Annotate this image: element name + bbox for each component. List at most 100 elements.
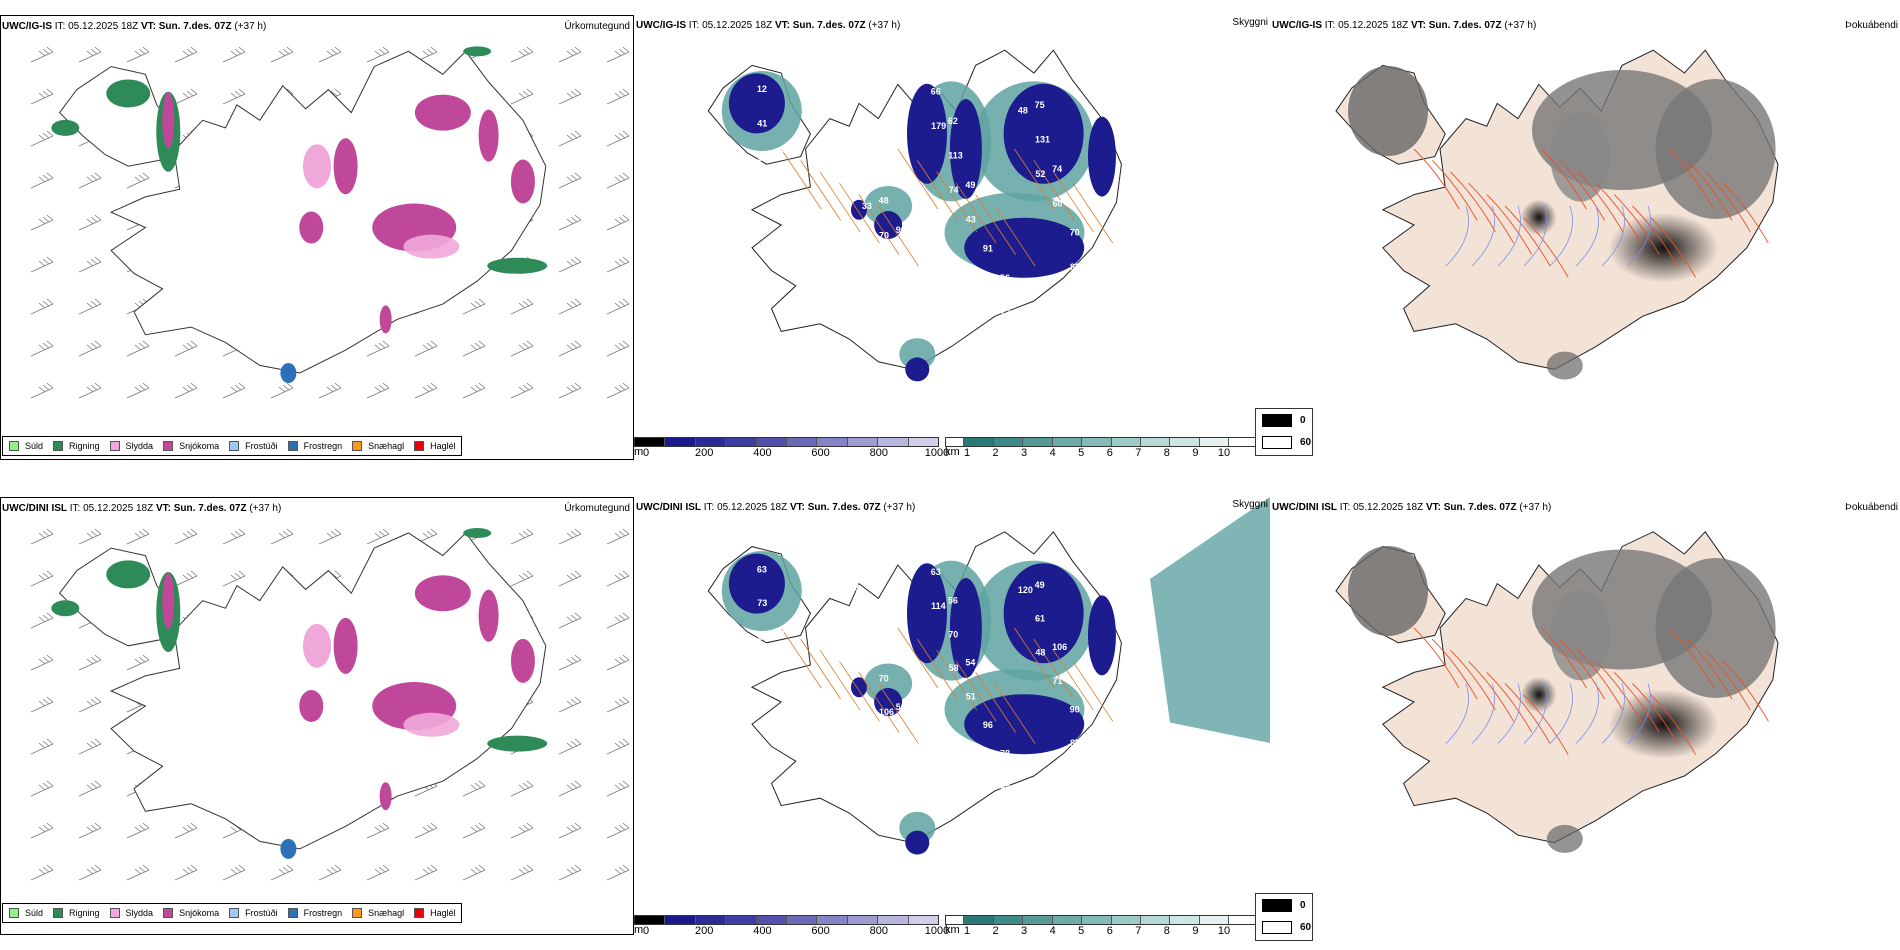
wind-barb [222,528,246,545]
visibility-value: 141 [1087,292,1102,302]
colorbar-tick: 4 [1049,925,1056,937]
visibility-value: 36 [914,798,924,808]
legend-swatch [109,908,120,918]
visibility-value: 50 [792,212,802,222]
road-line [1595,182,1642,244]
colorbar-cell [665,438,696,446]
visibility-value: 63 [757,565,767,575]
colorbar-tick: 9 [1192,925,1199,937]
visibility-value: 45 [844,616,854,626]
legend-label: Frostúði [245,908,278,918]
road-line [955,182,997,244]
road-line [1522,217,1569,278]
vt-value: Sun. 7.des. 07Z [1443,502,1517,513]
colorbar-tick: 6 [1106,447,1113,459]
field-blob [907,83,947,184]
road-line [1723,660,1769,722]
it-label: IT: [1339,502,1351,513]
visibility-value: 39 [775,660,785,670]
visibility-value: 106 [1052,642,1067,652]
road-line [1613,194,1660,255]
road-line [916,638,958,700]
visibility-value: 52 [914,323,924,333]
field-blob [510,159,535,204]
wind-barb [558,780,582,797]
ceiling-unit: m [634,924,644,936]
field-blob [850,199,867,220]
visibility-value: 71 [1053,676,1063,686]
colorbar-cell [635,916,666,924]
visibility-value: 87 [774,148,784,158]
it-label: IT: [688,20,700,31]
coastline [109,50,547,374]
visibility-value: 44 [1000,782,1010,792]
field-blob [907,563,947,664]
legend-swatch [53,908,64,918]
visibility-value: 74 [1052,164,1062,174]
river-line [1471,683,1495,744]
colorbar-cell [817,438,848,446]
wind-barb [270,864,294,881]
visibility-value: 51 [861,132,871,142]
colorbar-cell [1082,916,1112,924]
panel-title: UWC/DINI ISL IT: 05.12.2025 18Z VT: Sun.… [1272,502,1551,514]
visibility-value: 73 [757,598,767,608]
field-blob [864,663,913,704]
fog-dark-area [1546,824,1583,853]
visibility-value: 59 [810,310,820,320]
road-line [839,182,880,244]
panel-label: Skyggni [1232,499,1268,510]
river-line [1523,205,1547,267]
road-line [1577,171,1624,233]
wind-barb [558,214,582,231]
it-value: 05.12.2025 18Z [717,502,788,513]
wind-barb [462,340,486,357]
visibility-colorbar-cells [945,437,1259,447]
road-line [819,649,861,711]
field-blob [1348,546,1428,636]
coastline [109,532,547,850]
field-blob [478,109,499,162]
road-line [819,171,861,233]
colorbar-cell [726,438,757,446]
wind-barb [78,172,102,189]
visibility-value: 108 [809,276,824,286]
field-blob [1003,563,1084,664]
wind-barb [30,298,54,315]
legend-label: Súld [25,441,44,451]
colorbar-tick: 1000 [924,447,950,459]
wind-barb [558,528,582,545]
road-line [1033,638,1075,700]
colorbar-cell [1170,916,1200,924]
colorbar-cell [695,438,727,446]
road-line [1431,638,1478,700]
colorbar-tick: 1000 [924,925,950,937]
field-blob [487,257,548,274]
colorbar-cell [1023,916,1053,924]
visibility-value: 43 [966,214,976,224]
road-line [1014,627,1055,689]
visibility-value: 61 [827,780,837,790]
wind-barb [30,570,54,587]
wind-barb [78,528,102,545]
visibility-value: 12 [757,84,767,94]
wind-barb [414,864,438,881]
wind-barb [510,780,534,797]
ceiling-ticks: 0 200 400 600 800 1000 [643,925,949,937]
wind-barb [30,340,54,357]
wind-barb [174,822,198,839]
visibility-panel-bottom: 63 56 49 48 56 79 62 78 96 61 106 61 54 66 70 114 50 63 90… [634,497,1270,942]
wind-barb [414,382,438,399]
road-line [1686,638,1733,700]
field-blob [1550,111,1611,202]
visibility-value: 107 [792,723,807,733]
fog-legend-label: 0 [1300,900,1306,911]
panel-title: UWC/IG-IS IT: 05.12.2025 18Z VT: Sun. 7.… [1272,20,1536,32]
wind-barb [78,214,102,231]
colorbar-tick: 4 [1049,447,1056,459]
legend-item: Frostregn [287,441,342,451]
legend-swatch [414,908,425,918]
visibility-value: 48 [1018,105,1028,115]
wind-barb [126,172,150,189]
visibility-value: 131 [1035,135,1050,145]
